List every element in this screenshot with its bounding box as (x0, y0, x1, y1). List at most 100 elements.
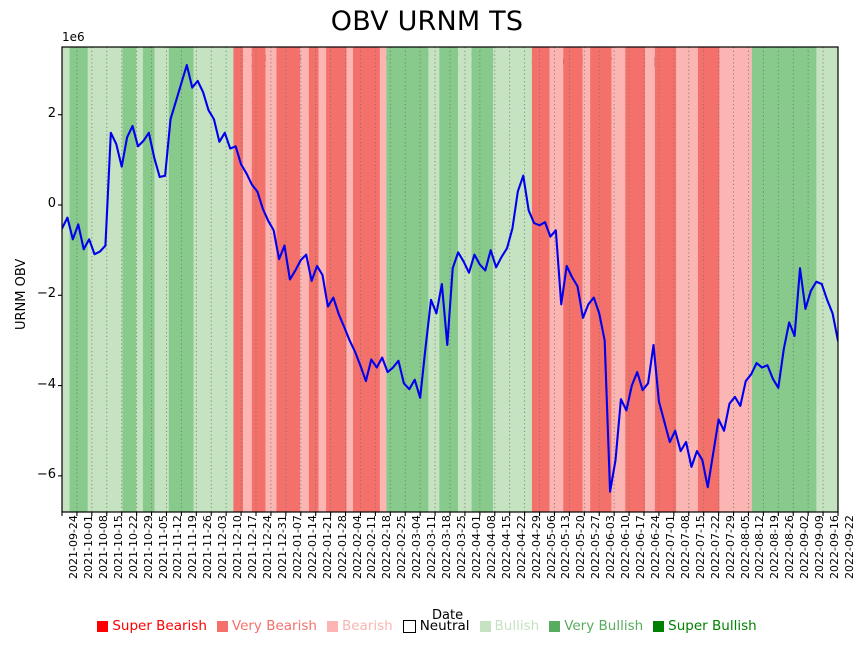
sentiment-band (379, 47, 387, 512)
x-tick-label: 2022-08-26 (783, 515, 797, 579)
legend-swatch-icon (549, 620, 561, 632)
sentiment-band (645, 47, 655, 512)
x-tick-label: 2021-10-15 (111, 515, 125, 579)
legend-swatch-icon (479, 620, 491, 632)
y-tick-label: 0 (47, 196, 56, 211)
x-tick-label: 2022-08-12 (753, 515, 767, 579)
x-tick-label: 2021-12-24 (261, 515, 274, 579)
x-tick-label: 2022-07-08 (678, 515, 692, 579)
x-tick-label: 2022-03-25 (455, 515, 468, 579)
legend-item[interactable]: Super Bearish (92, 618, 212, 634)
page-title: OBV URNM TS (330, 6, 524, 37)
x-tick-label: 2021-10-08 (96, 515, 110, 579)
sentiment-band (326, 47, 347, 512)
x-tick-label: 2022-02-18 (380, 515, 394, 579)
x-tick-label: 2022-02-25 (395, 515, 409, 579)
legend-label: Super Bullish (668, 618, 757, 634)
x-tick-label: 2022-04-22 (514, 515, 528, 579)
x-tick-label: 2022-02-04 (350, 515, 364, 579)
x-tick-label: 2022-06-17 (634, 515, 648, 579)
legend-item[interactable]: Neutral (398, 618, 475, 634)
sentiment-band (154, 47, 169, 512)
x-tick-label: 2022-09-09 (813, 515, 827, 579)
x-tick-label: 2022-05-13 (559, 515, 573, 579)
sentiment-band (654, 47, 677, 512)
chart-legend: Super Bearish Very Bearish Bearish Neutral B… (0, 618, 854, 634)
x-tick-label: 2022-09-16 (828, 515, 842, 579)
x-tick-label: 2022-01-07 (290, 515, 304, 579)
sentiment-band (87, 47, 123, 512)
x-tick-label: 2022-04-08 (484, 515, 498, 579)
x-tick-label: 2021-11-12 (171, 515, 185, 579)
sentiment-band (386, 47, 429, 512)
x-tick-label: 2022-05-06 (544, 515, 558, 579)
axis-tick-marks (58, 114, 839, 516)
legend-swatch-icon (326, 620, 338, 632)
x-tick-label: 2021-10-29 (141, 515, 155, 579)
x-tick-label: 2022-03-04 (410, 515, 424, 579)
x-tick-label: 2022-09-02 (798, 515, 812, 579)
x-tick-label: 2022-08-05 (738, 515, 752, 579)
sentiment-band (142, 47, 155, 512)
x-tick-label: 2022-01-21 (320, 515, 334, 579)
sentiment-band (62, 47, 70, 512)
y-axis-exponent-label: 1e6 (62, 30, 85, 44)
x-tick-label: 2022-06-10 (619, 515, 633, 579)
x-tick-label: 2021-12-17 (246, 515, 260, 579)
x-tick-label: 2022-06-24 (649, 515, 662, 579)
x-tick-label: 2022-01-14 (305, 515, 319, 579)
x-tick-label: 2022-06-03 (604, 515, 618, 579)
sentiment-band (582, 47, 591, 512)
x-tick-label: 2022-07-22 (708, 515, 722, 579)
sentiment-band (719, 47, 752, 512)
sentiment-band (676, 47, 698, 512)
sentiment-band (251, 47, 266, 512)
legend-swatch-icon (402, 619, 416, 633)
x-tick-label: 2022-01-28 (335, 515, 349, 579)
sentiment-band (346, 47, 353, 512)
sentiment-band (531, 47, 550, 512)
legend-item[interactable]: Super Bullish (648, 618, 762, 634)
sentiment-band (471, 47, 494, 512)
obv-line-series (62, 64, 838, 493)
sentiment-band (697, 47, 720, 512)
legend-swatch-icon (653, 620, 665, 632)
x-tick-label: 2021-10-01 (81, 515, 95, 579)
legend-swatch-icon (216, 620, 228, 632)
legend-label: Bearish (341, 618, 393, 634)
x-tick-label: 2022-03-11 (425, 515, 439, 579)
legend-label: Neutral (419, 618, 470, 634)
legend-item[interactable]: Bullish (475, 618, 545, 634)
legend-label: Super Bearish (112, 618, 207, 634)
x-tick-label: 2021-12-10 (231, 515, 245, 579)
sentiment-band (353, 47, 380, 512)
grid-lines (61, 47, 839, 512)
legend-label: Bullish (494, 618, 540, 634)
x-tick-label: 2021-11-19 (186, 515, 200, 579)
sentiment-band (439, 47, 459, 512)
x-tick-label: 2021-10-22 (126, 515, 140, 579)
x-tick-label: 2022-09-22 (843, 515, 854, 579)
sentiment-band (136, 47, 143, 512)
sentiment-band (493, 47, 532, 512)
x-tick-label: 2022-05-27 (589, 515, 603, 579)
sentiment-band (69, 47, 88, 512)
sentiment-band (751, 47, 817, 512)
sentiment-band (549, 47, 564, 512)
sentiment-band (428, 47, 440, 512)
x-tick-label: 2022-02-11 (365, 515, 379, 579)
x-tick-label: 2022-07-01 (663, 515, 677, 579)
sentiment-band (625, 47, 646, 512)
legend-item[interactable]: Very Bullish (544, 618, 648, 634)
sentiment-band (308, 47, 319, 512)
x-tick-label: 2021-12-31 (275, 515, 289, 579)
legend-item[interactable]: Bearish (322, 618, 398, 634)
x-axis-label: Date (432, 608, 464, 623)
legend-label: Very Bullish (564, 618, 644, 634)
legend-item[interactable]: Very Bearish (212, 618, 322, 634)
sentiment-band (611, 47, 626, 512)
y-tick-label: −6 (36, 466, 56, 482)
x-tick-label: 2022-07-29 (723, 515, 737, 579)
x-tick-label: 2022-07-15 (693, 515, 707, 579)
